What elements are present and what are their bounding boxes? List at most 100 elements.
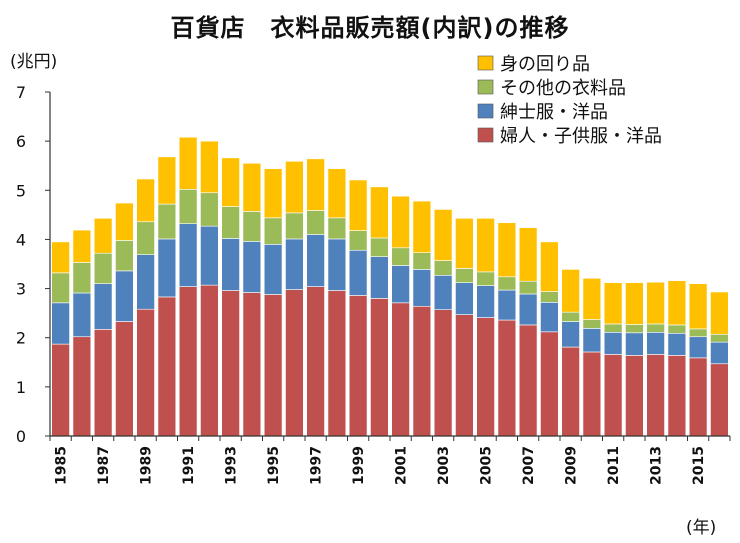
bar-1996-series-3 (285, 160, 304, 214)
bar-2001-series-1 (391, 265, 410, 304)
x-tick-label: 1987 (96, 446, 112, 485)
bar-2004-series-0 (455, 314, 474, 437)
bar-2003-series-3 (433, 209, 453, 261)
legend-label: 婦人・子供服・洋品 (500, 126, 662, 147)
bar-1991-series-3 (178, 136, 198, 190)
bar-2004-series-3 (455, 218, 474, 269)
bar-2001-series-2 (391, 247, 410, 266)
bar-1992-series-3 (200, 140, 219, 194)
bar-1995-series-3 (263, 168, 283, 219)
bar-2015-series-1 (688, 336, 708, 359)
bar-1988-series-2 (115, 240, 134, 272)
bar-2000-series-1 (370, 256, 389, 299)
bar-1994-series-3 (242, 162, 262, 212)
bar-2002-series-1 (412, 269, 432, 307)
bar-2015-series-3 (688, 283, 708, 330)
bar-2006-series-0 (497, 319, 517, 437)
x-tick-label: 2015 (691, 446, 707, 485)
bar-1996-series-1 (285, 238, 304, 290)
bar-2013-series-0 (646, 354, 665, 437)
bar-2012-series-1 (625, 332, 644, 356)
bar-2014-series-3 (667, 280, 687, 326)
bar-1986-series-2 (72, 262, 92, 294)
x-tick-labels: 1985 1987 1989 1991 1993 1995 1997 1999 2001 2003… (54, 446, 708, 485)
x-tick-label: 1995 (266, 446, 282, 485)
bar-2013-series-3 (646, 281, 665, 325)
bar-2008-series-0 (540, 331, 559, 437)
bar-1998-series-3 (327, 168, 347, 219)
bar-1987-series-3 (93, 218, 113, 254)
bar-2005-series-2 (476, 271, 495, 286)
bar-2006-series-1 (497, 289, 517, 321)
bar-1994-series-0 (242, 292, 262, 437)
bar-1989-series-1 (136, 254, 155, 310)
bar-2000-series-2 (370, 237, 389, 257)
chart-title: 百貨店 衣料品販売額(内訳)の推移 (170, 14, 570, 42)
bar-2004-series-2 (455, 268, 474, 283)
y-tick-label: 4 (16, 230, 26, 249)
x-tick-label: 2003 (436, 446, 452, 485)
x-tick-label: 2009 (564, 446, 580, 485)
bar-2000-series-0 (370, 298, 389, 437)
bar-1994-series-1 (242, 241, 262, 293)
y-tick-label: 7 (16, 83, 26, 102)
bar-1994-series-2 (242, 211, 262, 242)
bar-2014-series-2 (667, 324, 687, 334)
bar-2008-series-2 (540, 291, 559, 303)
bar-2009-series-2 (561, 311, 580, 322)
bar-1992-series-1 (200, 225, 219, 286)
bar-2010-series-1 (582, 328, 602, 353)
bar-2002-series-0 (412, 305, 432, 437)
x-tick-label: 1991 (181, 446, 197, 485)
bar-1988-series-0 (115, 321, 134, 437)
bar-2012-series-3 (625, 282, 644, 325)
x-tick-label: 2005 (479, 446, 495, 485)
bar-2001-series-0 (391, 302, 410, 437)
bar-1999-series-3 (348, 179, 368, 231)
bar-1990-series-2 (157, 203, 177, 240)
bar-1985-series-1 (51, 302, 70, 345)
bar-2011-series-0 (603, 354, 623, 437)
bar-1996-series-0 (285, 289, 304, 437)
x-tick-label: 2007 (521, 446, 537, 485)
bar-2006-series-2 (497, 276, 517, 291)
legend-swatch (477, 55, 494, 71)
legend-swatch (477, 127, 494, 143)
y-tick-label: 5 (16, 181, 26, 200)
bar-1993-series-3 (221, 157, 240, 207)
bar-2012-series-2 (625, 324, 644, 334)
bar-2016-series-3 (710, 291, 729, 335)
bar-1989-series-2 (136, 221, 155, 255)
y-tick-label: 3 (16, 280, 26, 299)
bar-2007-series-3 (518, 227, 538, 282)
bar-2009-series-3 (561, 269, 580, 313)
bar-2003-series-0 (433, 309, 453, 437)
bar-1997-series-2 (306, 210, 325, 235)
bar-2007-series-1 (518, 293, 538, 326)
bar-1990-series-0 (157, 296, 177, 437)
bar-2008-series-3 (540, 241, 559, 292)
x-axis-label: (年) (686, 518, 717, 538)
bar-2016-series-1 (710, 341, 729, 365)
bar-1985-series-0 (51, 343, 70, 437)
bar-2003-series-1 (433, 274, 453, 310)
bar-1989-series-3 (136, 178, 155, 223)
bar-2009-series-1 (561, 321, 580, 348)
bar-1993-series-0 (221, 290, 240, 437)
bar-2001-series-3 (391, 195, 410, 249)
bar-2011-series-1 (603, 332, 623, 355)
bar-1991-series-0 (178, 286, 198, 437)
bar-1986-series-1 (72, 292, 92, 338)
y-tick-labels: 0 1 2 3 4 5 6 7 (16, 83, 26, 446)
bar-2002-series-2 (412, 252, 432, 270)
bar-2004-series-1 (455, 282, 474, 315)
bar-1986-series-0 (72, 336, 92, 437)
bar-1991-series-1 (178, 223, 198, 287)
bar-1987-series-1 (93, 283, 113, 330)
bar-1995-series-1 (263, 244, 283, 295)
bar-1997-series-3 (306, 158, 325, 211)
legend-swatch (477, 79, 494, 95)
bar-2006-series-3 (497, 222, 517, 278)
